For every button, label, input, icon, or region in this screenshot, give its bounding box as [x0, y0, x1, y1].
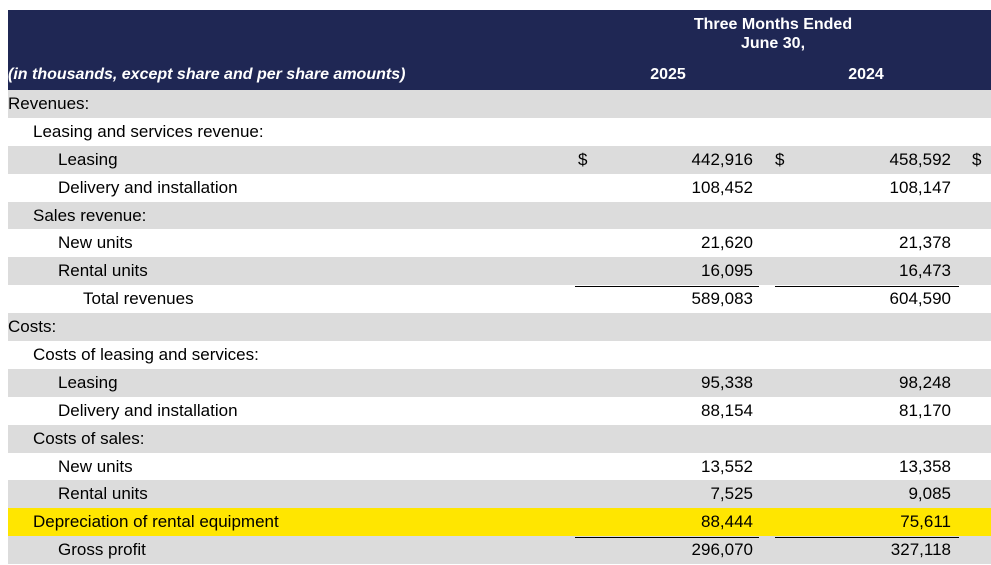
- table-row: Leasing 95,338 98,248: [8, 368, 991, 397]
- value-2025: 88,154: [701, 400, 753, 420]
- value-2025: 442,916: [691, 149, 753, 169]
- table-row: New units 13,552 13,358: [8, 453, 991, 481]
- top-strip: [0, 0, 991, 10]
- row-label: Gross profit: [58, 540, 146, 560]
- period-heading: Three Months Ended June 30,: [578, 15, 968, 53]
- row-label: Rental units: [58, 484, 148, 504]
- year-2025-header: 2025: [650, 66, 686, 83]
- subtotal-rule: [575, 537, 759, 539]
- period-line-2: June 30,: [740, 35, 806, 52]
- row-label: Leasing: [58, 372, 118, 392]
- table-row: Costs:: [8, 313, 991, 342]
- table-row: Rental units 16,095 16,473: [8, 257, 991, 286]
- currency-symbol: $: [972, 149, 982, 169]
- value-2024: 16,473: [899, 261, 951, 281]
- currency-symbol: $: [775, 149, 785, 169]
- value-2024: 9,085: [908, 484, 951, 504]
- value-2025: 7,525: [710, 484, 753, 504]
- table-row: Total revenues 589,083 604,590: [8, 285, 991, 313]
- value-2024: 458,592: [889, 149, 951, 169]
- value-2024: 21,378: [899, 233, 951, 253]
- period-line-1: Three Months Ended: [693, 16, 853, 33]
- subtotal-rule: [575, 286, 759, 288]
- value-2024: 98,248: [899, 372, 951, 392]
- row-label: Leasing: [58, 149, 118, 169]
- value-2024: 327,118: [890, 540, 951, 560]
- table-row: Leasing $ 442,916 $ 458,592 $: [8, 145, 991, 174]
- table-row: Revenues:: [8, 90, 991, 118]
- row-label: Depreciation of rental equipment: [33, 512, 279, 532]
- year-2024-header: 2024: [848, 66, 884, 83]
- value-2024: 604,590: [889, 289, 951, 309]
- table-row: Delivery and installation 88,154 81,170: [8, 397, 991, 425]
- table-row: Costs of sales:: [8, 424, 991, 453]
- value-2024: 13,358: [899, 456, 951, 476]
- table-row: Gross profit 296,070 327,118: [8, 536, 991, 565]
- table-row: Costs of leasing and services:: [8, 341, 991, 369]
- row-label: Delivery and installation: [58, 400, 238, 420]
- row-label: Costs of sales:: [33, 428, 145, 448]
- row-label: Total revenues: [83, 289, 194, 309]
- value-2025: 13,552: [701, 456, 753, 476]
- subtotal-rule: [775, 537, 959, 539]
- statement-rows: Revenues: Leasing and services revenue: …: [8, 90, 991, 565]
- row-label: Rental units: [58, 261, 148, 281]
- units-label: (in thousands, except share and per shar…: [8, 66, 406, 83]
- row-label: Costs of leasing and services:: [33, 345, 259, 365]
- value-2025: 88,444: [701, 512, 753, 532]
- value-2024: 108,147: [889, 177, 951, 197]
- row-label: New units: [58, 456, 133, 476]
- row-label: Leasing and services revenue:: [33, 121, 264, 141]
- row-label: Sales revenue:: [33, 205, 147, 225]
- value-2025: 16,095: [701, 261, 753, 281]
- value-2025: 589,083: [691, 289, 753, 309]
- value-2025: 95,338: [701, 372, 753, 392]
- table-row: Rental units 7,525 9,085: [8, 480, 991, 509]
- row-label: Revenues:: [8, 94, 90, 113]
- subtotal-rule: [775, 286, 959, 288]
- table-row-highlighted: Depreciation of rental equipment 88,444 …: [8, 508, 991, 539]
- value-2024: 81,170: [899, 400, 951, 420]
- row-label: New units: [58, 233, 133, 253]
- table-row: Delivery and installation 108,452 108,14…: [8, 174, 991, 202]
- table-row: Sales revenue:: [8, 201, 991, 230]
- table-header: Three Months Ended June 30, (in thousand…: [8, 10, 991, 90]
- currency-symbol: $: [578, 149, 588, 169]
- value-2025: 21,620: [701, 233, 753, 253]
- table-row: New units 21,620 21,378: [8, 229, 991, 257]
- value-2025: 296,070: [691, 540, 753, 560]
- row-label: Delivery and installation: [58, 177, 238, 197]
- value-2025: 108,452: [691, 177, 753, 197]
- table-row: Leasing and services revenue:: [8, 118, 991, 146]
- value-2024: 75,611: [900, 512, 951, 532]
- row-label: Costs:: [8, 317, 57, 337]
